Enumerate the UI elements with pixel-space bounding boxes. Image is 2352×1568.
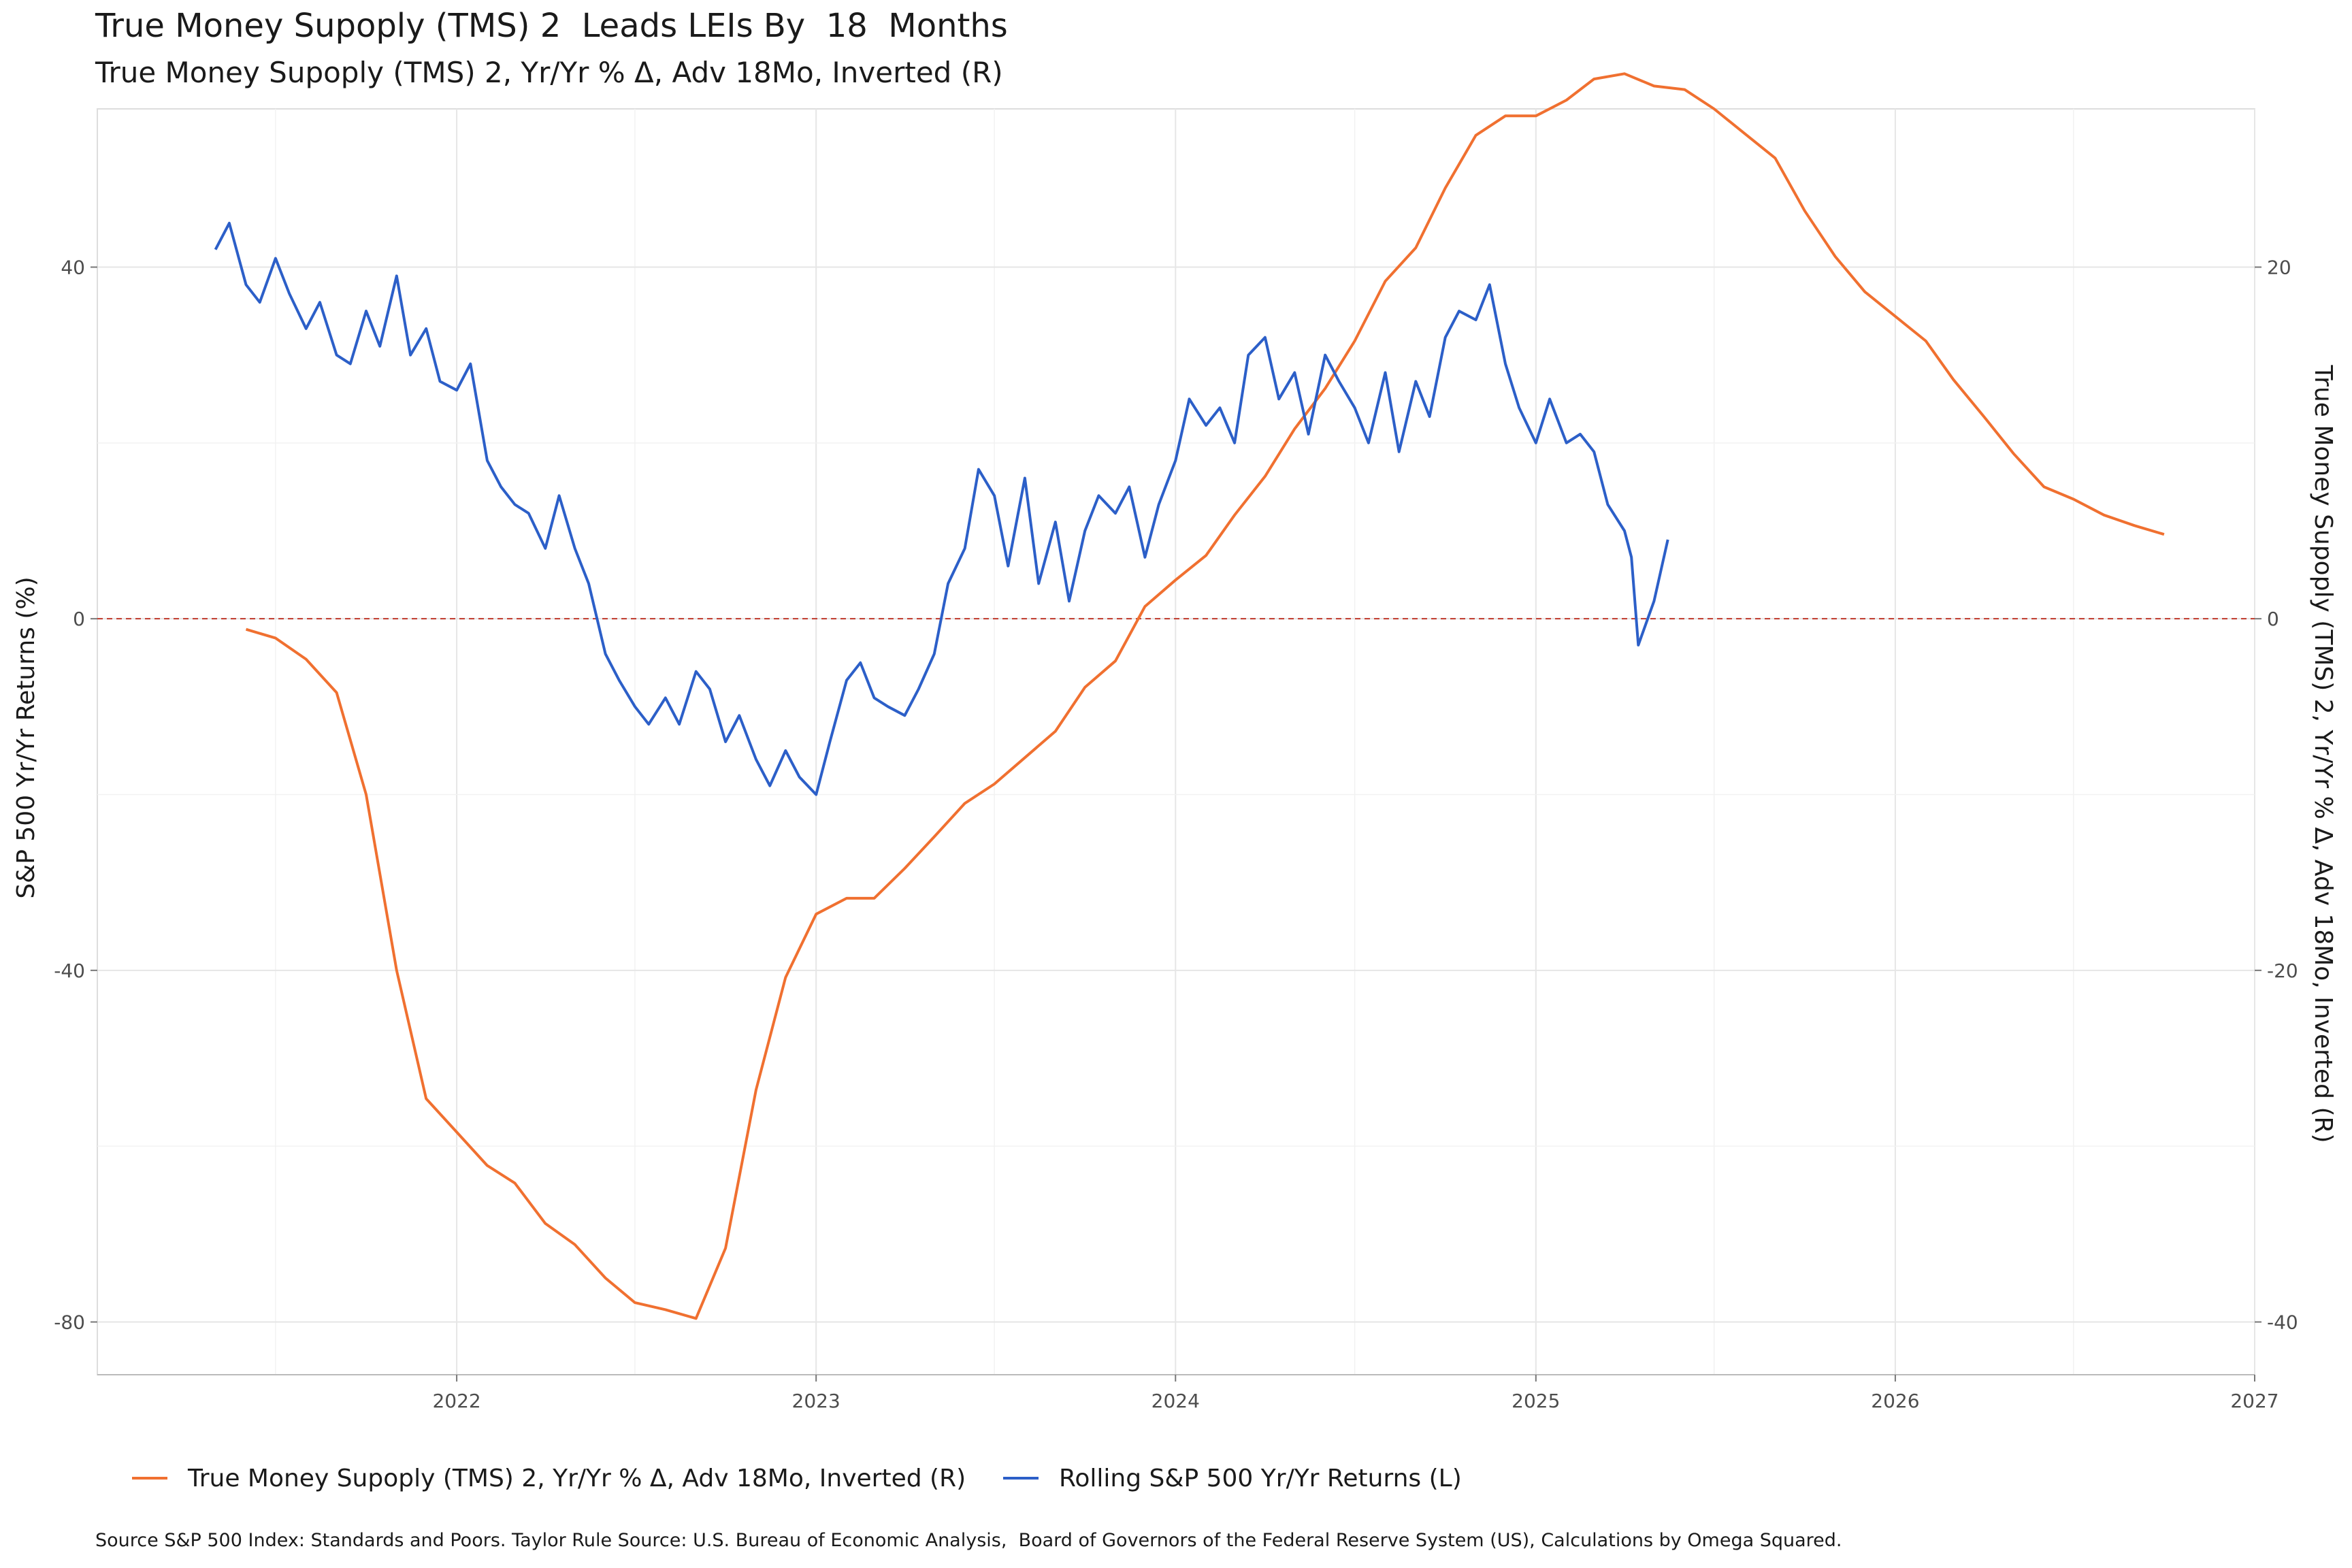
y-right-tick-label: -40 xyxy=(2267,1311,2298,1334)
chart-subtitle: True Money Supoply (TMS) 2, Yr/Yr % Δ, A… xyxy=(95,56,1003,89)
source-note: Source S&P 500 Index: Standards and Poor… xyxy=(95,1530,1842,1551)
y-right-tick-label: 0 xyxy=(2267,608,2279,630)
x-tick-label: 2023 xyxy=(792,1390,840,1412)
legend: True Money Supoply (TMS) 2, Yr/Yr % Δ, A… xyxy=(132,1465,1462,1492)
y-left-tick-label: 40 xyxy=(61,257,85,279)
y-right-tick-label: -20 xyxy=(2267,960,2298,982)
x-tick-label: 2024 xyxy=(1152,1390,1200,1412)
grid-layer xyxy=(97,108,2255,1375)
y-axis-right-title: True Money Supoply (TMS) 2, Yr/Yr % Δ, A… xyxy=(2309,364,2337,1143)
x-tick-label: 2022 xyxy=(432,1390,480,1412)
x-tick-label: 2026 xyxy=(1871,1390,1919,1412)
x-tick-label: 2027 xyxy=(2230,1390,2278,1412)
x-tick-label: 2025 xyxy=(1512,1390,1560,1412)
y-left-tick-label: -40 xyxy=(54,960,85,982)
series-line-sp500 xyxy=(214,221,1669,796)
y-right-tick-label: 20 xyxy=(2267,257,2291,279)
legend-label-tms: True Money Supoply (TMS) 2, Yr/Yr % Δ, A… xyxy=(187,1465,966,1492)
y-left-tick-label: 0 xyxy=(73,608,85,630)
series-layer xyxy=(214,72,2165,1320)
axis-layer: 2022 2023 2024 2025 2026 2027 -80 -40 0 40 -40 -20 0… xyxy=(54,257,2298,1413)
series-line-tms xyxy=(245,72,2165,1320)
chart-title: True Money Supoply (TMS) 2 Leads LEIs By… xyxy=(95,7,1008,45)
y-left-tick-label: -80 xyxy=(54,1311,85,1334)
y-axis-left-title: S&P 500 Yr/Yr Returns (%) xyxy=(12,576,40,898)
legend-label-sp500: Rolling S&P 500 Yr/Yr Returns (L) xyxy=(1059,1465,1462,1492)
